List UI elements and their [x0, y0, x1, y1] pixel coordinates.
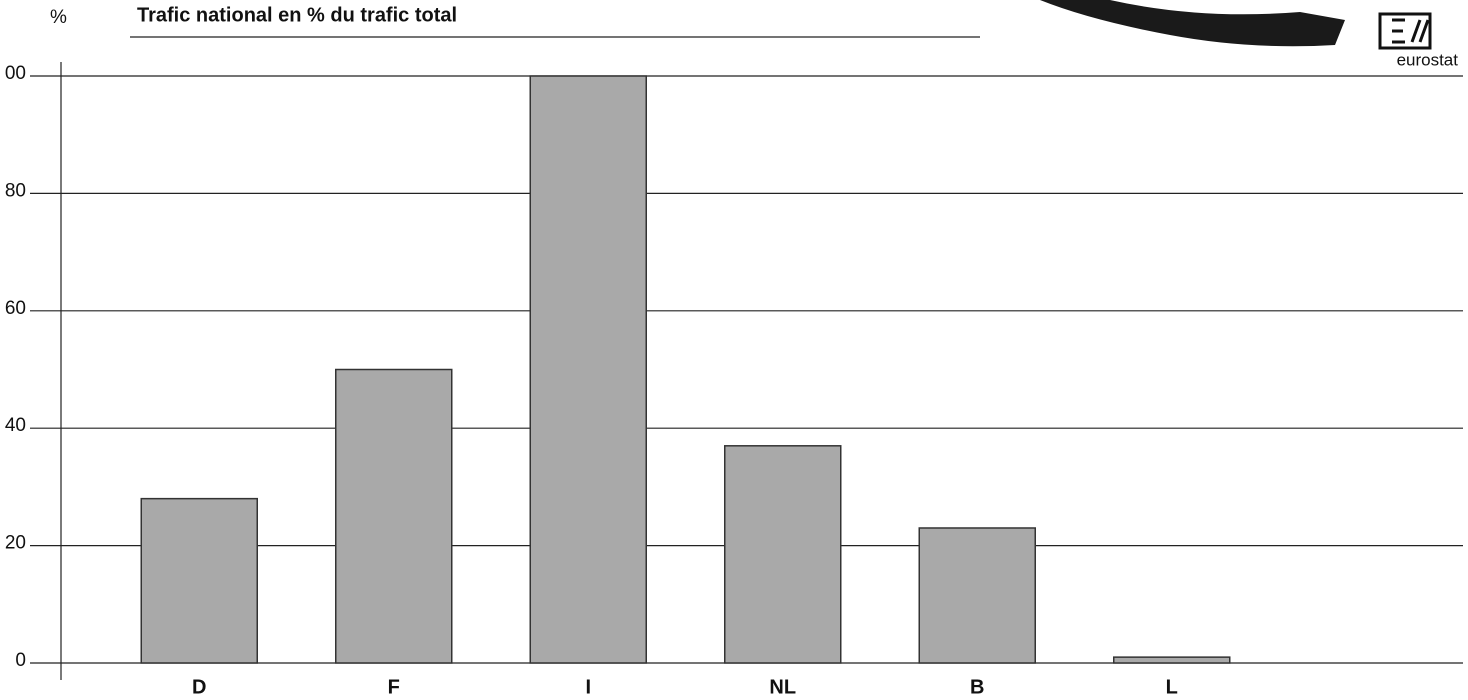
y-axis-label: %: [50, 7, 67, 28]
x-tick-label: L: [1166, 676, 1178, 698]
x-tick-label: B: [970, 676, 984, 698]
y-tick-label: 0: [15, 650, 26, 671]
logo-text: eurostat: [1397, 50, 1459, 69]
x-tick-label: I: [585, 676, 591, 698]
y-tick-label: 20: [5, 533, 26, 554]
y-tick-label: 80: [5, 180, 26, 201]
y-tick-label: 00: [5, 63, 26, 84]
logo-box: [1378, 12, 1432, 50]
logo: eurostat: [1378, 12, 1459, 69]
bar: [529, 75, 647, 664]
y-tick-label: 60: [5, 298, 26, 319]
bar: [1113, 656, 1231, 664]
x-tick-label: F: [388, 676, 400, 698]
bar: [335, 368, 453, 664]
x-tick-label: NL: [769, 676, 796, 698]
ship-image: [1040, 0, 1345, 47]
logo-mark: [1392, 18, 1430, 44]
x-tick-label: D: [192, 676, 206, 698]
bar: [724, 445, 842, 664]
bar: [140, 497, 258, 664]
bar: [918, 527, 1036, 664]
chart-title: Trafic national en % du trafic total: [137, 4, 457, 26]
y-tick-label: 40: [5, 415, 26, 436]
